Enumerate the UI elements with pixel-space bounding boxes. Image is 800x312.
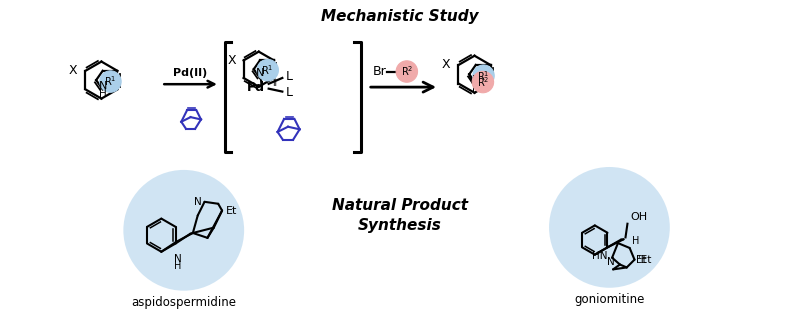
- Text: X: X: [442, 58, 450, 71]
- Text: N: N: [606, 256, 614, 267]
- Text: N: N: [194, 197, 202, 207]
- Text: H: H: [631, 236, 639, 246]
- Text: II: II: [273, 79, 278, 88]
- Circle shape: [549, 167, 670, 288]
- Text: HN: HN: [592, 251, 607, 261]
- Text: X: X: [227, 54, 236, 67]
- Text: L: L: [286, 70, 294, 82]
- Text: "Et: "Et: [637, 255, 652, 265]
- Text: H: H: [98, 89, 106, 99]
- Text: Natural Product
Synthesis: Natural Product Synthesis: [332, 198, 468, 233]
- Text: X: X: [69, 64, 78, 77]
- Text: goniomitine: goniomitine: [574, 293, 645, 306]
- Text: R$^2$: R$^2$: [401, 65, 413, 78]
- Circle shape: [257, 60, 278, 81]
- Text: L: L: [286, 86, 294, 99]
- Text: R$^1$: R$^1$: [262, 63, 274, 77]
- Circle shape: [123, 170, 244, 291]
- Text: Pd: Pd: [246, 81, 265, 94]
- Text: Br: Br: [373, 65, 386, 78]
- Text: N: N: [256, 68, 264, 78]
- Text: aspidospermidine: aspidospermidine: [131, 295, 236, 309]
- Circle shape: [472, 71, 494, 93]
- Text: H: H: [174, 261, 182, 271]
- Text: Et: Et: [637, 255, 647, 265]
- Text: N: N: [98, 80, 107, 90]
- Text: OH: OH: [630, 212, 647, 222]
- Circle shape: [473, 65, 494, 86]
- Text: H: H: [472, 84, 480, 94]
- Text: Et: Et: [226, 206, 238, 216]
- Circle shape: [396, 61, 418, 82]
- Text: N: N: [174, 254, 182, 264]
- Text: Pd(II): Pd(II): [174, 68, 208, 78]
- Circle shape: [100, 71, 121, 92]
- Text: Mechanistic Study: Mechanistic Study: [321, 9, 479, 24]
- Text: R$^1$: R$^1$: [104, 75, 117, 89]
- Text: N: N: [471, 75, 480, 85]
- Text: R$^1$: R$^1$: [478, 69, 490, 83]
- Text: R$^2$: R$^2$: [477, 75, 489, 89]
